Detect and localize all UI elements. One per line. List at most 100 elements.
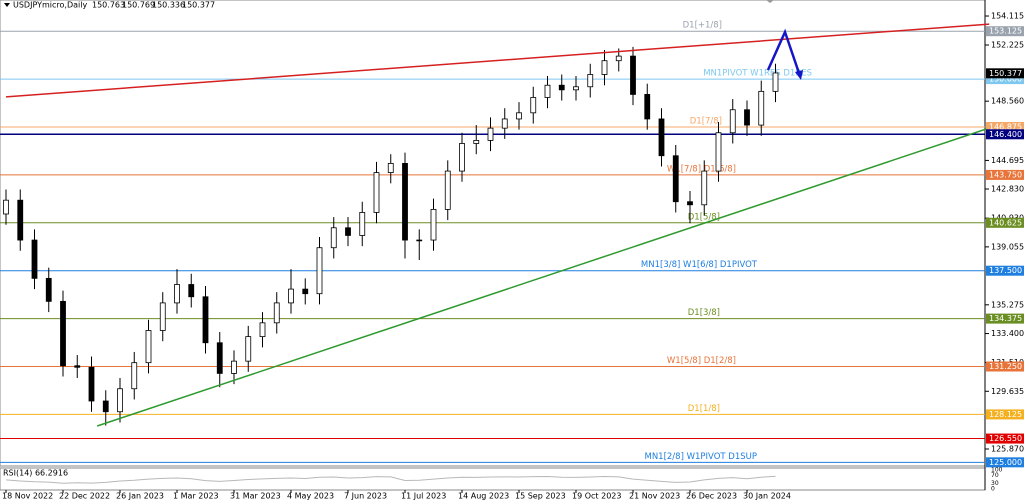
x-tick-label: 7 Jun 2023	[344, 492, 387, 501]
rsi-tick-label: 0	[991, 486, 995, 493]
candle-body	[772, 72, 779, 92]
candle-body	[644, 94, 651, 120]
candle-body	[501, 118, 508, 129]
y-tick-label: 148.560	[991, 97, 1024, 106]
candle-body	[672, 155, 679, 203]
level-price-label: 137.500	[989, 266, 1022, 275]
overlays	[5, 23, 990, 427]
ohlc-close: 150.377	[182, 1, 215, 10]
level-price-box	[986, 265, 1024, 276]
rsi-title: RSI(14) 66.2916	[3, 469, 68, 478]
candle-body	[145, 330, 152, 364]
level-price-box	[986, 217, 1024, 228]
current-price-box	[986, 68, 1024, 79]
candle-body	[174, 284, 180, 304]
level-price-label: 126.550	[989, 434, 1022, 443]
candle-body	[345, 227, 351, 236]
candle-body	[573, 86, 579, 91]
level-price-box	[986, 433, 1024, 444]
rsi-tick-label: 30	[991, 480, 999, 487]
candle-body	[216, 342, 223, 374]
candle-body	[188, 284, 195, 298]
level-price-box	[986, 26, 1024, 37]
level-price-label: 131.250	[989, 362, 1022, 371]
candle-body	[530, 97, 537, 114]
forecast-arrow	[766, 28, 802, 77]
x-tick-label: 31 Mar 2023	[230, 492, 281, 501]
y-tick-label: 144.695	[991, 156, 1024, 165]
level-text: D1[3/8]	[688, 308, 720, 318]
y-tick-label: 129.635	[991, 387, 1024, 396]
level-price-box	[986, 409, 1024, 420]
level-price-label: 153.125	[989, 27, 1022, 36]
candle-body	[60, 300, 66, 367]
trendline	[5, 23, 990, 98]
candle-body	[729, 109, 736, 134]
candle-body	[302, 288, 309, 295]
candle-body	[316, 247, 323, 295]
level-price-label: 150.000	[989, 75, 1022, 84]
candle-body	[359, 212, 366, 236]
x-tick-label: 18 Nov 2022	[2, 492, 53, 501]
candle-body	[159, 302, 166, 331]
candle-body	[288, 288, 294, 304]
level-price-label: 146.400	[989, 130, 1022, 139]
candle-body	[373, 172, 380, 213]
ohlc-open: 150.763	[92, 1, 125, 10]
level-price-box	[986, 313, 1024, 324]
candle-body	[444, 170, 451, 210]
candle-body	[587, 74, 594, 88]
candle-body	[402, 163, 408, 241]
candle-body	[701, 170, 708, 206]
candle-body	[473, 140, 480, 144]
candle-body	[17, 199, 24, 241]
candle-body	[687, 201, 693, 206]
candle-body	[245, 336, 252, 362]
level-price-box	[986, 122, 1024, 133]
candle-body	[45, 277, 52, 302]
candle-body	[715, 132, 722, 172]
main-panel	[0, 0, 986, 467]
candle-body	[273, 302, 280, 324]
level-price-box	[986, 74, 1024, 85]
y-tick-label: 152.225	[991, 40, 1024, 49]
candle-body	[330, 227, 337, 249]
level-price-label: 134.375	[989, 314, 1022, 323]
level-price-box	[986, 361, 1024, 372]
candle-body	[487, 127, 494, 141]
candle-body	[31, 239, 38, 279]
ohlc-low: 150.336	[152, 1, 185, 10]
x-tick-label: 30 Jan 2024	[743, 492, 791, 501]
y-tick-label: 142.830	[991, 185, 1024, 194]
y-tick-label: 135.275	[991, 300, 1024, 309]
trendline	[96, 127, 990, 427]
candle-body	[459, 143, 465, 172]
level-price-label: 143.750	[989, 170, 1022, 179]
candle-body	[658, 118, 665, 157]
candle-body	[544, 84, 551, 98]
y-tick-label: 125.870	[991, 444, 1024, 453]
candle-body	[102, 400, 109, 413]
symbol-menu-icon	[4, 3, 10, 7]
x-tick-label: 26 Jan 2023	[116, 492, 164, 501]
candle-body	[416, 239, 423, 242]
level-text: MN1PIVOT W1RES D1RES	[703, 69, 812, 79]
level-price-label: 128.125	[989, 410, 1022, 419]
level-text: W1[5/8] D1[2/8]	[667, 356, 736, 366]
x-tick-label: 1 Mar 2023	[173, 492, 219, 501]
current-price-label: 150.377	[989, 69, 1022, 78]
x-tick-label: 15 Sep 2023	[515, 492, 566, 501]
candle-body	[88, 366, 95, 402]
x-tick-label: 4 May 2023	[287, 492, 334, 501]
level-price-label: 125.000	[989, 458, 1022, 467]
candle-body	[74, 365, 81, 368]
candle-body	[744, 109, 750, 126]
level-price-box	[986, 129, 1024, 140]
x-tick-label: 19 Oct 2023	[572, 492, 621, 501]
level-text: D1[5/8]	[688, 212, 720, 222]
level-price-label: 140.625	[989, 218, 1022, 227]
candle-body	[430, 208, 437, 241]
level-price-label: 146.875	[989, 123, 1022, 132]
